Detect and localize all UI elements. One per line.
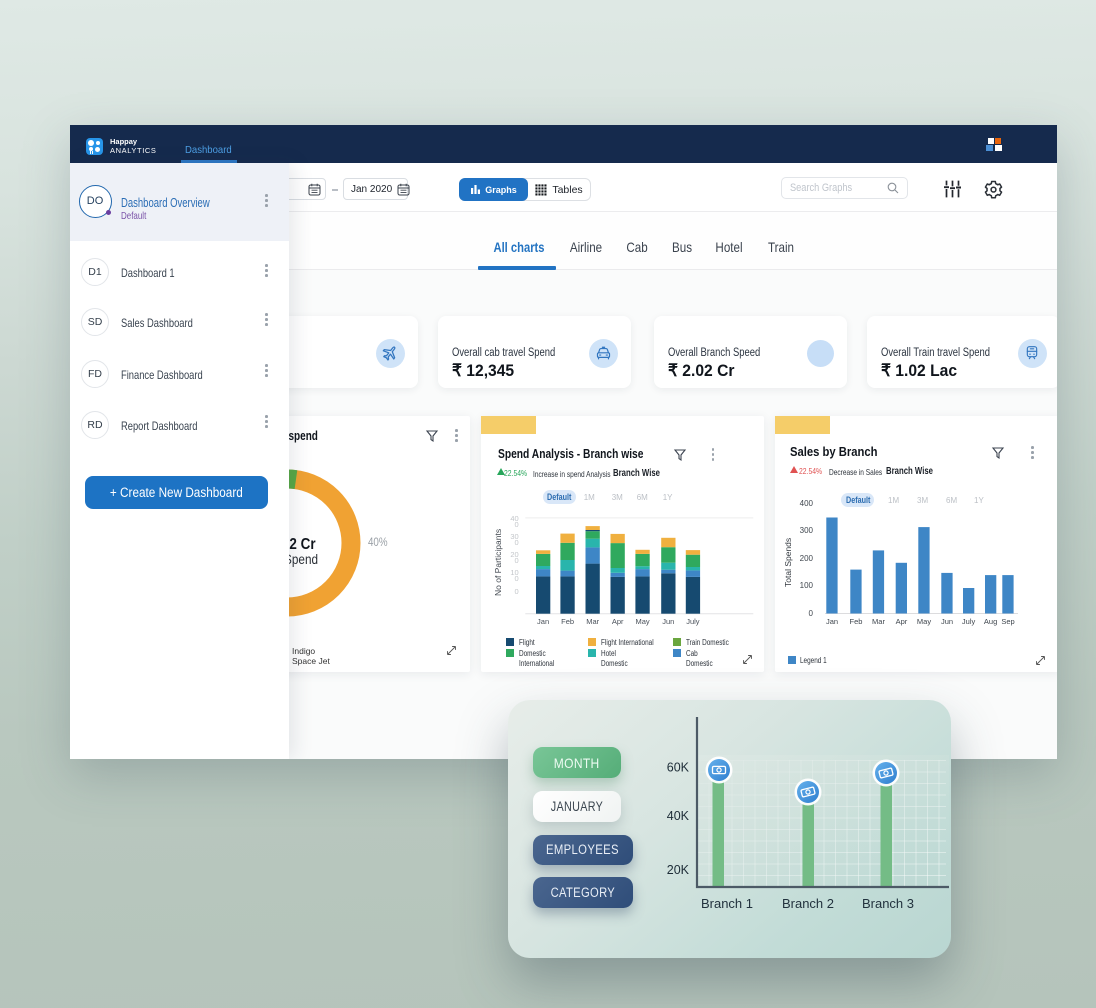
svg-text:Aug: Aug	[984, 617, 997, 626]
svg-text:July: July	[686, 617, 700, 626]
svg-text:60K: 60K	[667, 761, 690, 775]
svg-text:Jun: Jun	[662, 617, 674, 626]
svg-text:Jun: Jun	[941, 617, 953, 626]
svg-text:40K: 40K	[667, 809, 690, 823]
svg-text:May: May	[917, 617, 931, 626]
svg-text:Apr: Apr	[896, 617, 908, 626]
svg-text:Mar: Mar	[872, 617, 885, 626]
svg-text:Branch 2: Branch 2	[782, 896, 834, 911]
svg-text:May: May	[635, 617, 649, 626]
svg-text:Feb: Feb	[561, 617, 574, 626]
svg-text:Apr: Apr	[612, 617, 624, 626]
svg-text:Mar: Mar	[586, 617, 599, 626]
svg-text:Jan: Jan	[826, 617, 838, 626]
svg-text:Branch 1: Branch 1	[701, 896, 753, 911]
svg-text:20K: 20K	[667, 863, 690, 877]
svg-text:Sep: Sep	[1001, 617, 1014, 626]
svg-text:Jan: Jan	[537, 617, 549, 626]
svg-text:Feb: Feb	[850, 617, 863, 626]
svg-text:July: July	[962, 617, 976, 626]
svg-text:Branch 3: Branch 3	[862, 896, 914, 911]
